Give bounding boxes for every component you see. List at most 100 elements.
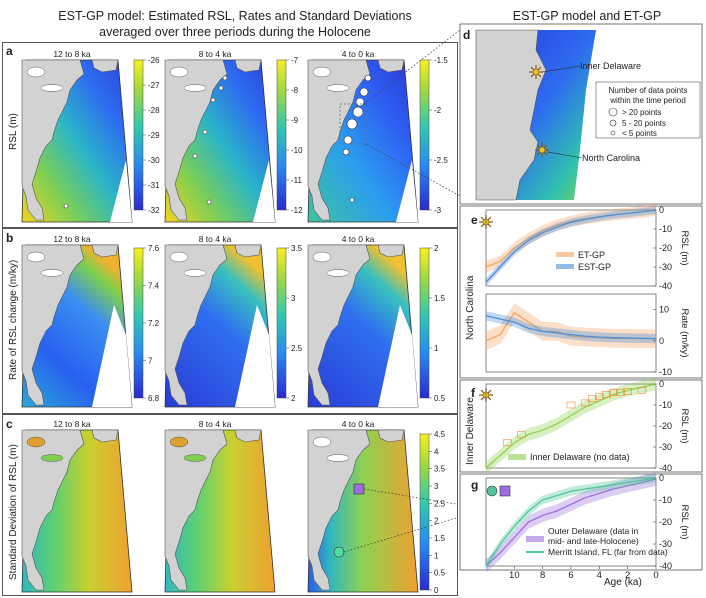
colorbar-b-1-tick-label: 7.6: [148, 244, 160, 253]
colorbar-a-2-tick-label: -11: [291, 176, 303, 185]
map-a-2-title: 8 to 4 ka: [199, 49, 232, 59]
map-c-1-lake-2: [40, 454, 64, 462]
map-a-3-data-point: [364, 74, 372, 82]
colorbar-b-2: 3.5 3 2.5 2: [276, 244, 303, 403]
colorbar-a-2-tick-label: -12: [291, 206, 303, 215]
legend-g-outer-swatch: [526, 536, 544, 542]
legend-title-1: Number of data points: [608, 86, 688, 95]
map-c-2-title: 8 to 4 ka: [199, 419, 232, 429]
colorbar-b-3-tick-label: 1: [434, 344, 439, 353]
colorbar-b-1-bar: [133, 247, 144, 399]
colorbar-b-2-tick-label: 2.5: [291, 344, 303, 353]
colorbar-b-3-tick-label: 0.5: [434, 394, 446, 403]
inner-delaware-leader: [541, 65, 581, 73]
map-grid: 12 to 8 ka 8 to 4 ka 4 to 0 ka 12 to 8 ka 8 …: [21, 29, 460, 595]
inner-delaware-star: [529, 65, 543, 79]
colorbar-c-tick-label: 4: [434, 447, 439, 456]
colorbar-c: 4.5 4 3.5 3 2.5 2 1.5 1 0.5 0: [419, 430, 446, 595]
map-a-2-data-point: [202, 129, 208, 135]
map-a-2-lake-1: [169, 66, 189, 78]
colorbar-a-2-tick-label: -9: [291, 116, 299, 125]
chart-f-data-box: [517, 431, 526, 438]
map-c-2-land: [164, 429, 228, 591]
colorbar-a-2-bar: [276, 59, 287, 211]
panel-d-label: d: [463, 28, 471, 42]
legend-item-medium: 5 - 20 points: [622, 119, 667, 128]
colorbar-c-tick-label: 3.5: [434, 465, 446, 474]
chart-f-series-line: [485, 383, 657, 469]
panel-e-side-label: North Carolina: [465, 275, 476, 340]
map-a-2-land: [164, 59, 228, 221]
map-a-3-data-point: [346, 118, 358, 130]
colorbar-a-1-tick-label: -30: [148, 156, 160, 165]
map-b-3-lake-2: [326, 269, 350, 277]
map-c-2-land-ne: [234, 429, 262, 443]
map-c-3-land-ne: [377, 429, 405, 443]
title-line-1: EST-GP model: Estimated RSL, Rates and S…: [58, 9, 412, 23]
map-a-2-nodata: [253, 160, 275, 222]
map-c-2: 8 to 4 ka: [164, 419, 276, 593]
map-a-1-data-point: [63, 203, 69, 209]
colorbar-a-2-tick-label: -8: [291, 86, 299, 95]
map-a-2: 8 to 4 ka: [164, 49, 276, 223]
panel-f-label: f: [471, 386, 475, 400]
chart-f-ylabel: RSL (m): [679, 408, 690, 443]
x-axis-tick-label: 0: [653, 570, 658, 581]
chart-e-rate-y-tick-label: -10: [659, 367, 672, 377]
colorbar-b-3-tick-label: 1.5: [434, 294, 446, 303]
map-a-3-data-point: [355, 97, 365, 107]
colorbar-b-1: 7.6 7.4 7.2 7 6.8: [133, 244, 160, 403]
map-b-2-nodata: [235, 305, 275, 407]
map-a-1-lake-2: [40, 84, 64, 92]
colorbar-a-1-tick-label: -29: [148, 131, 160, 140]
map-b-1: 12 to 8 ka: [21, 234, 133, 408]
colorbar-a-2-tick-label: -7: [291, 56, 299, 65]
map-c-3-lake-1: [312, 436, 332, 448]
legend-est-swatch: [556, 264, 574, 269]
legend-circle-large: [608, 107, 618, 117]
legend-item-large: > 20 points: [622, 108, 662, 117]
chart-f-data-box: [580, 399, 590, 407]
chart-f-data-box: [637, 386, 647, 394]
title-line-2: averaged over three periods during the H…: [99, 25, 371, 39]
colorbar-b-1-tick-label: 7: [148, 357, 153, 366]
panel-a-box: [2, 42, 458, 228]
map-c-3-land: [307, 429, 371, 591]
chart-f-data-box: [595, 393, 604, 400]
legend-title: Number of data points within the time pe…: [598, 86, 698, 106]
map-b-2: 8 to 4 ka: [164, 234, 276, 408]
colorbar-a-3: -1.5 -2 -2.5 -3: [419, 56, 448, 215]
colorbar-a-1-tick-label: -32: [148, 206, 160, 215]
map-a-2-data-point: [210, 97, 216, 103]
chart-e-rsl-y-tick-label: -20: [659, 243, 672, 253]
map-c-3-lake-2: [326, 454, 350, 462]
map-b-2-land: [164, 244, 228, 406]
map-a-3-land-ne: [377, 59, 405, 73]
map-b-2-title: 8 to 4 ka: [199, 234, 232, 244]
map-a-3: 4 to 0 ka: [307, 49, 419, 223]
map-a-1-nodata: [110, 160, 132, 222]
map-b-3-land-ne: [377, 244, 405, 258]
map-a-1-lake-1: [26, 66, 46, 78]
colorbar-c-tick-label: 3: [434, 482, 439, 491]
map-b-3-nodata: [378, 305, 418, 407]
map-b-1-nodata: [92, 305, 132, 407]
map-a-3-data-point: [352, 106, 364, 118]
chart-e-rate-est-band: [486, 311, 656, 344]
chart-e-rate-axes: [485, 293, 657, 373]
chart-f-data-box: [609, 389, 618, 396]
chart-g-merritt-line: [485, 477, 657, 567]
legend-circle-small: [610, 130, 616, 136]
chart-e-rsl-y-tick-label: 0: [659, 205, 664, 215]
panel-a-label: a: [6, 44, 13, 58]
map-a-1-land: [21, 59, 85, 221]
colorbar-a-1-tick-label: -26: [148, 56, 160, 65]
inner-delaware-star-core: [532, 68, 540, 76]
colorbar-a-1-tick-label: -28: [148, 106, 160, 115]
panel-b-box: [2, 228, 458, 414]
chart-g-merritt-band: [486, 473, 656, 571]
chart-f-data-box: [502, 439, 512, 447]
colorbar-b-2-tick-label: 2: [291, 394, 296, 403]
colorbar-c-tick-label: 2: [434, 517, 439, 526]
colorbar-c-tick-label: 0.5: [434, 569, 446, 578]
